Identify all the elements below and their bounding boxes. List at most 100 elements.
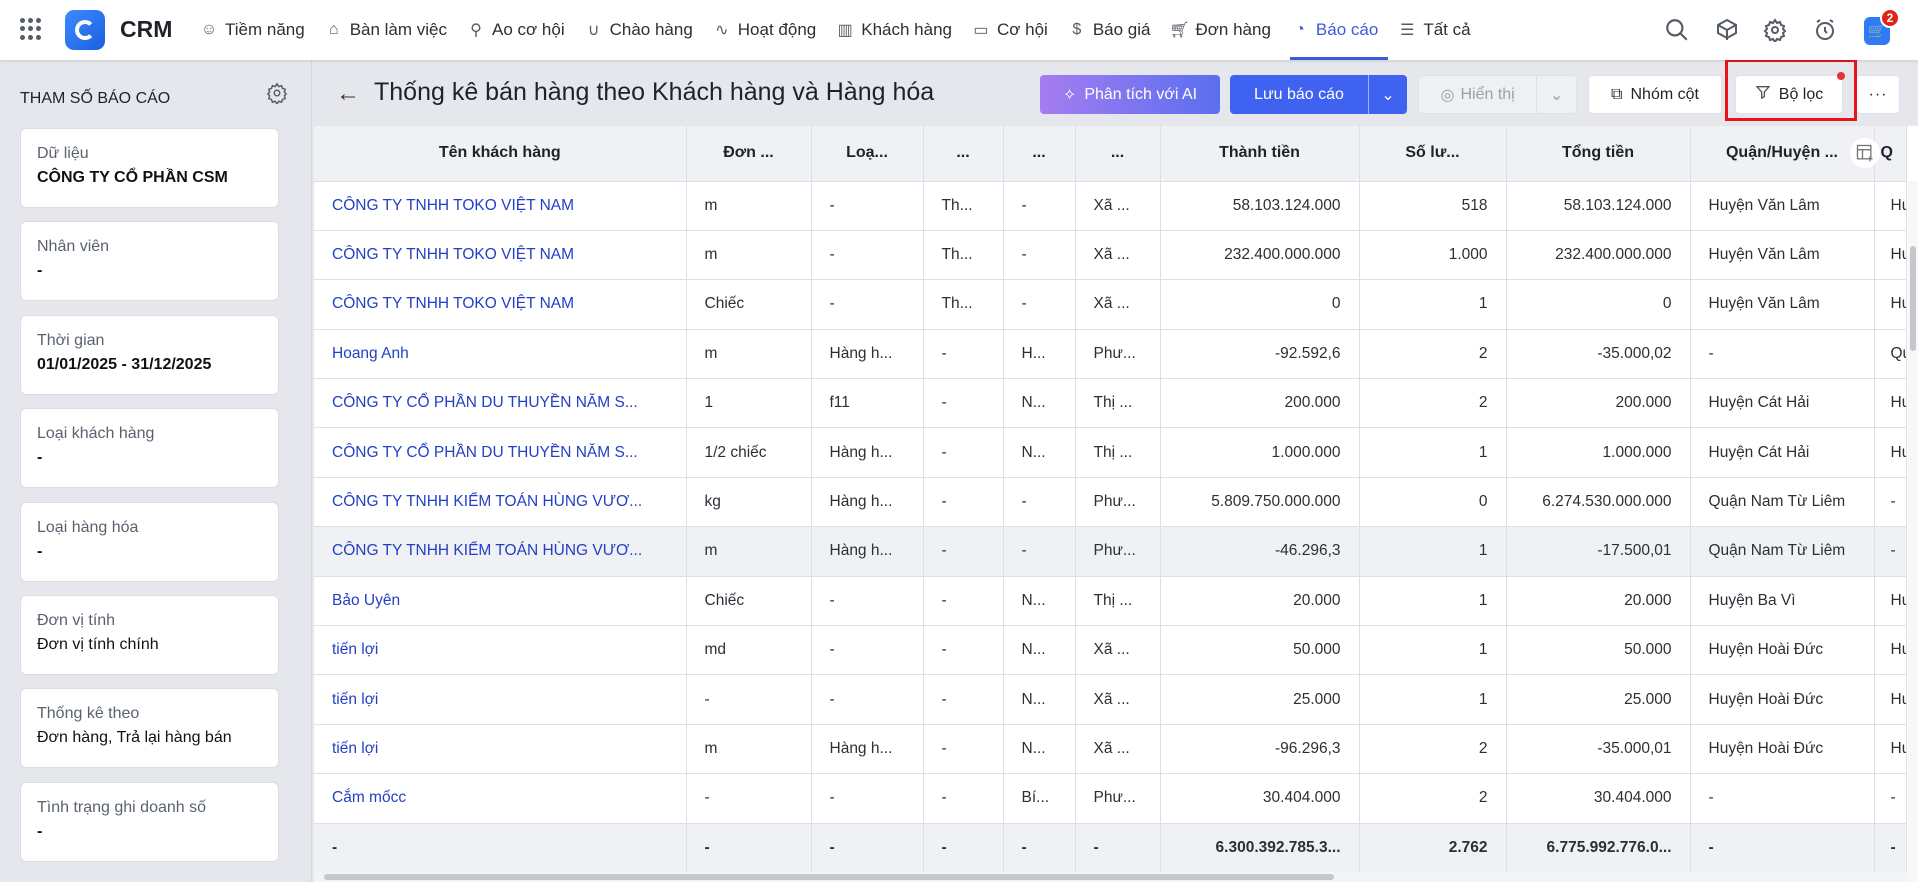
nav-item-label: Bàn làm việc bbox=[349, 20, 448, 39]
table-cell: Xã ... bbox=[1075, 181, 1161, 231]
column-header[interactable]: Đơn ... bbox=[686, 126, 812, 182]
parameter-card[interactable]: Thời gian 01/01/2025 - 31/12/2025 bbox=[20, 314, 279, 395]
table-row[interactable]: Hoang Anh m Hàng h... - H... Phư... -92.592,6 2… bbox=[314, 329, 1907, 380]
parameter-label: Nhân viên bbox=[37, 238, 110, 256]
crm-logo[interactable] bbox=[65, 10, 105, 50]
ai-analysis-button[interactable]: ✧ Phân tích với AI bbox=[1040, 75, 1220, 114]
column-header[interactable]: Tên khách hàng bbox=[314, 126, 687, 182]
horizontal-scrollbar[interactable] bbox=[314, 872, 1908, 882]
customer-name-link[interactable]: CÔNG TY TNHH KIỂM TOÁN HÙNG VƯƠ... bbox=[314, 526, 687, 577]
column-header[interactable]: Thành tiền bbox=[1160, 126, 1360, 182]
back-arrow-icon[interactable]: ← bbox=[336, 80, 360, 107]
table-row[interactable]: CÔNG TY TNHH KIỂM TOÁN HÙNG VƯƠ... kg Hàng… bbox=[314, 477, 1907, 528]
search-icon[interactable] bbox=[1662, 15, 1692, 45]
table-row[interactable]: CÔNG TY CỔ PHẦN DU THUYỀN NĂM S... 1/2 ch… bbox=[314, 427, 1907, 478]
customer-name-link[interactable]: CÔNG TY TNHH TOKO VIỆT NAM bbox=[314, 230, 687, 281]
table-cell: - bbox=[923, 773, 1004, 824]
table-row[interactable]: CÔNG TY CỔ PHẦN DU THUYỀN NĂM S... 1 f11- N… bbox=[314, 378, 1907, 429]
table-cell: Xã ... bbox=[1075, 674, 1161, 725]
totals-row[interactable]: - - - - - -6.300.392.785.3... 2.762 6.775.992.7… bbox=[314, 823, 1907, 873]
customer-name-link[interactable]: Hoang Anh bbox=[314, 329, 687, 380]
table-cell: 58.103.124.000 bbox=[1160, 181, 1360, 231]
parameter-card[interactable]: Dữ liệu CÔNG TY CỔ PHẦN CSM bbox=[20, 128, 279, 208]
table-row[interactable]: CÔNG TY TNHH TOKO VIỆT NAM m - Th... - Xã ...… bbox=[314, 230, 1907, 281]
parameter-card[interactable]: Loại hàng hóa - bbox=[20, 501, 279, 582]
wallet-icon: ▭ bbox=[973, 22, 989, 39]
gear-icon[interactable] bbox=[1760, 15, 1790, 45]
nav-item-4[interactable]: ∿ Hoạt động bbox=[712, 0, 826, 60]
customer-name-link[interactable]: CÔNG TY TNHH KIỂM TOÁN HÙNG VƯƠ... bbox=[314, 477, 687, 528]
column-header[interactable]: ... bbox=[1003, 126, 1076, 182]
nav-item-8[interactable]: 🛒︎ Đơn hàng bbox=[1169, 0, 1281, 60]
vertical-scrollbar[interactable] bbox=[1908, 181, 1918, 882]
alarm-clock-icon[interactable] bbox=[1810, 15, 1840, 45]
table-cell: Hu bbox=[1874, 625, 1907, 676]
more-options-button[interactable]: ··· bbox=[1856, 75, 1900, 114]
cart-button[interactable]: 🛒 2 bbox=[1864, 8, 1900, 46]
nav-item-10[interactable]: ☰ Tất cả bbox=[1397, 0, 1480, 60]
parameters-settings-icon[interactable] bbox=[266, 82, 288, 108]
group-columns-button[interactable]: ⧉ Nhóm cột bbox=[1588, 75, 1722, 114]
display-button[interactable]: ◎ Hiển thị ⌄ bbox=[1418, 75, 1577, 114]
table-row[interactable]: CÔNG TY TNHH KIỂM TOÁN HÙNG VƯƠ... m Hàng … bbox=[314, 526, 1907, 577]
parameter-label: Đơn vị tính bbox=[37, 612, 116, 629]
activity-icon: ∿ bbox=[715, 22, 729, 39]
table-cell: Huyện Văn Lâm bbox=[1690, 230, 1875, 281]
display-chevron-down-icon[interactable]: ⌄ bbox=[1536, 76, 1576, 113]
nav-item-label: Khách hàng bbox=[861, 20, 952, 39]
parameter-card[interactable]: Thống kê theo Đơn hàng, Trả lại hàng bán bbox=[20, 688, 279, 769]
save-report-button[interactable]: Lưu báo cáo ⌄ bbox=[1230, 75, 1407, 114]
column-header[interactable]: ... bbox=[1075, 126, 1161, 182]
table-cell: 50.000 bbox=[1506, 625, 1691, 676]
table-row[interactable]: Bảo Uyên Chiếc - - N... Thị ... 20.000 1 20.000 H… bbox=[314, 576, 1907, 627]
parameter-card[interactable]: Loại khách hàng - bbox=[20, 408, 279, 489]
column-header[interactable]: Số lư... bbox=[1359, 126, 1507, 182]
column-header[interactable]: Quận/Huyện ... bbox=[1690, 126, 1875, 182]
customer-name-link[interactable]: tiến lợi bbox=[314, 625, 687, 676]
table-cell: Hu bbox=[1874, 674, 1907, 725]
customer-name-link[interactable]: CÔNG TY TNHH TOKO VIỆT NAM bbox=[314, 279, 687, 330]
parameter-card[interactable]: Đơn vị tính Đơn vị tính chính bbox=[20, 595, 279, 675]
nav-item-3[interactable]: ∪ Chào hàng bbox=[584, 0, 703, 60]
nav-item-1[interactable]: ⌂ Bàn làm việc bbox=[324, 0, 457, 60]
parameter-label: Dữ liệu bbox=[37, 145, 89, 162]
nav-item-7[interactable]: $ Báo giá bbox=[1067, 0, 1161, 60]
report-parameters-panel: THAM SỐ BÁO CÁO Dữ liệu CÔNG TY CỔ PHẦN C… bbox=[0, 60, 312, 882]
parameter-card[interactable]: Nhân viên - bbox=[20, 221, 279, 302]
table-row[interactable]: tiến lợi m Hàng h... - N... Xã ... -96.296,3 2-… bbox=[314, 724, 1907, 775]
table-row[interactable]: tiến lợi md - - N... Xã ... 50.000 1 50.000 Huyện… bbox=[314, 625, 1907, 676]
customer-name-link[interactable]: Bảo Uyên bbox=[314, 576, 687, 627]
table-cell: -92.592,6 bbox=[1160, 329, 1360, 380]
package-search-icon[interactable] bbox=[1712, 15, 1742, 45]
save-options-chevron-down-icon[interactable]: ⌄ bbox=[1368, 75, 1407, 114]
customer-name-link[interactable]: CÔNG TY CỔ PHẦN DU THUYỀN NĂM S... bbox=[314, 427, 687, 478]
add-column-icon[interactable] bbox=[1850, 138, 1880, 168]
parameter-card[interactable]: Tình trạng ghi doanh số - bbox=[20, 781, 279, 862]
nav-item-6[interactable]: ▭ Cơ hội bbox=[971, 0, 1058, 60]
nav-item-5[interactable]: ▥ Khách hàng bbox=[835, 0, 962, 60]
nav-item-0[interactable]: ☺ Tiềm năng bbox=[199, 0, 315, 60]
filter-button[interactable]: Bộ lọc bbox=[1735, 72, 1845, 114]
table-row[interactable]: CÔNG TY TNHH TOKO VIỆT NAM Chiếc - Th... - Xã… bbox=[314, 279, 1907, 330]
column-header[interactable]: Tổng tiền bbox=[1506, 126, 1691, 182]
nav-item-label: Ao cơ hội bbox=[492, 20, 565, 39]
column-header[interactable]: Q bbox=[1874, 126, 1907, 182]
table-row[interactable]: CÔNG TY TNHH TOKO VIỆT NAM m - Th... - Xã ...… bbox=[314, 181, 1907, 231]
cart-count-badge: 2 bbox=[1880, 8, 1900, 28]
column-header[interactable]: Loạ... bbox=[811, 126, 924, 182]
customer-name-link[interactable]: Cắm mốcc bbox=[314, 773, 687, 824]
table-cell: - bbox=[811, 823, 924, 873]
customer-name-link[interactable]: CÔNG TY TNHH TOKO VIỆT NAM bbox=[314, 181, 687, 231]
nav-item-2[interactable]: ⚲ Ao cơ hội bbox=[466, 0, 575, 60]
app-grid-icon[interactable] bbox=[20, 18, 42, 40]
customer-name-link[interactable]: CÔNG TY CỔ PHẦN DU THUYỀN NĂM S... bbox=[314, 378, 687, 429]
nav-item-9[interactable]: ◔ Báo cáo bbox=[1289, 0, 1389, 60]
table-row[interactable]: Cắm mốcc - - - Bí... Phư... 30.404.000 2 30.404.… bbox=[314, 773, 1907, 824]
table-cell: Huyện Cát Hải bbox=[1690, 378, 1875, 429]
table-cell: Thị ... bbox=[1075, 576, 1161, 627]
customer-name-link[interactable]: tiến lợi bbox=[314, 674, 687, 725]
customer-name-link[interactable]: tiến lợi bbox=[314, 724, 687, 775]
table-cell: - bbox=[811, 279, 924, 330]
column-header[interactable]: ... bbox=[923, 126, 1004, 182]
table-row[interactable]: tiến lợi - - - N... Xã ... 25.000 1 25.000 Huyện … bbox=[314, 674, 1907, 725]
